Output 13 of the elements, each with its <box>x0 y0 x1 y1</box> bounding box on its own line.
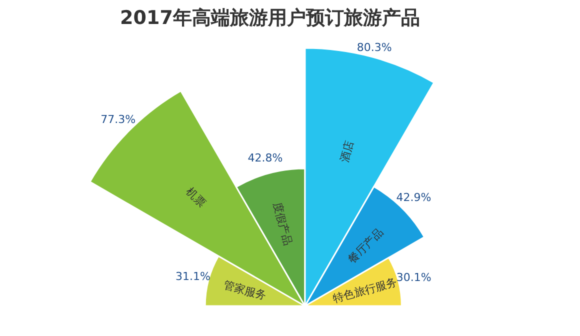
category-label: 度假产品 <box>270 200 294 247</box>
category-label: 机票 <box>183 185 208 210</box>
data-label: 30.1% <box>396 270 432 284</box>
data-label: 31.1% <box>176 270 211 283</box>
data-label: 42.8% <box>248 152 283 165</box>
category-label: 管家服务 <box>222 278 268 302</box>
category-label: 酒店 <box>338 139 356 164</box>
text: 2017年高端旅游用户预订旅游产品 <box>120 7 420 29</box>
data-label: 42.9% <box>396 191 432 204</box>
data-label: 77.3% <box>100 113 136 126</box>
category-label: 特色旅行服务 <box>331 276 399 306</box>
data-label: 80.3% <box>356 41 392 54</box>
category-label: 餐厅产品 <box>346 226 386 266</box>
